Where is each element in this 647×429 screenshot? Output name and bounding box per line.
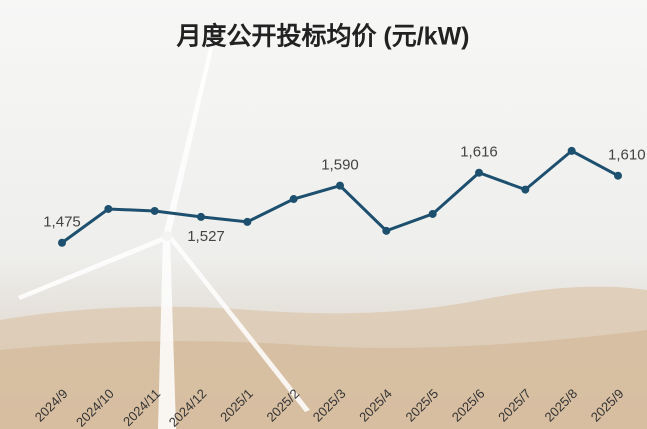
marker xyxy=(150,206,159,215)
marker xyxy=(614,171,622,180)
value-label: 1,475 xyxy=(43,214,81,231)
marker xyxy=(289,195,298,204)
turbine xyxy=(18,40,310,429)
marker xyxy=(104,204,113,213)
marker xyxy=(567,146,576,155)
chart-title: 月度公开投标均价 (元/kW) xyxy=(175,22,469,51)
marker xyxy=(197,212,205,221)
value-label: 1,590 xyxy=(321,157,359,174)
value-label: 1,610 xyxy=(608,147,646,164)
marker xyxy=(428,209,437,218)
marker xyxy=(243,217,252,226)
value-label: 1,527 xyxy=(187,228,225,245)
marker xyxy=(475,168,483,177)
marker xyxy=(521,185,530,194)
marker xyxy=(336,181,344,190)
marker xyxy=(382,226,391,235)
value-label: 1,616 xyxy=(460,144,498,161)
marker xyxy=(58,238,66,247)
